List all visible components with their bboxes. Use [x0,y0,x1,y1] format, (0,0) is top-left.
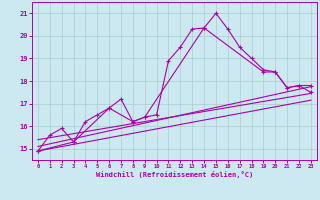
X-axis label: Windchill (Refroidissement éolien,°C): Windchill (Refroidissement éolien,°C) [96,171,253,178]
